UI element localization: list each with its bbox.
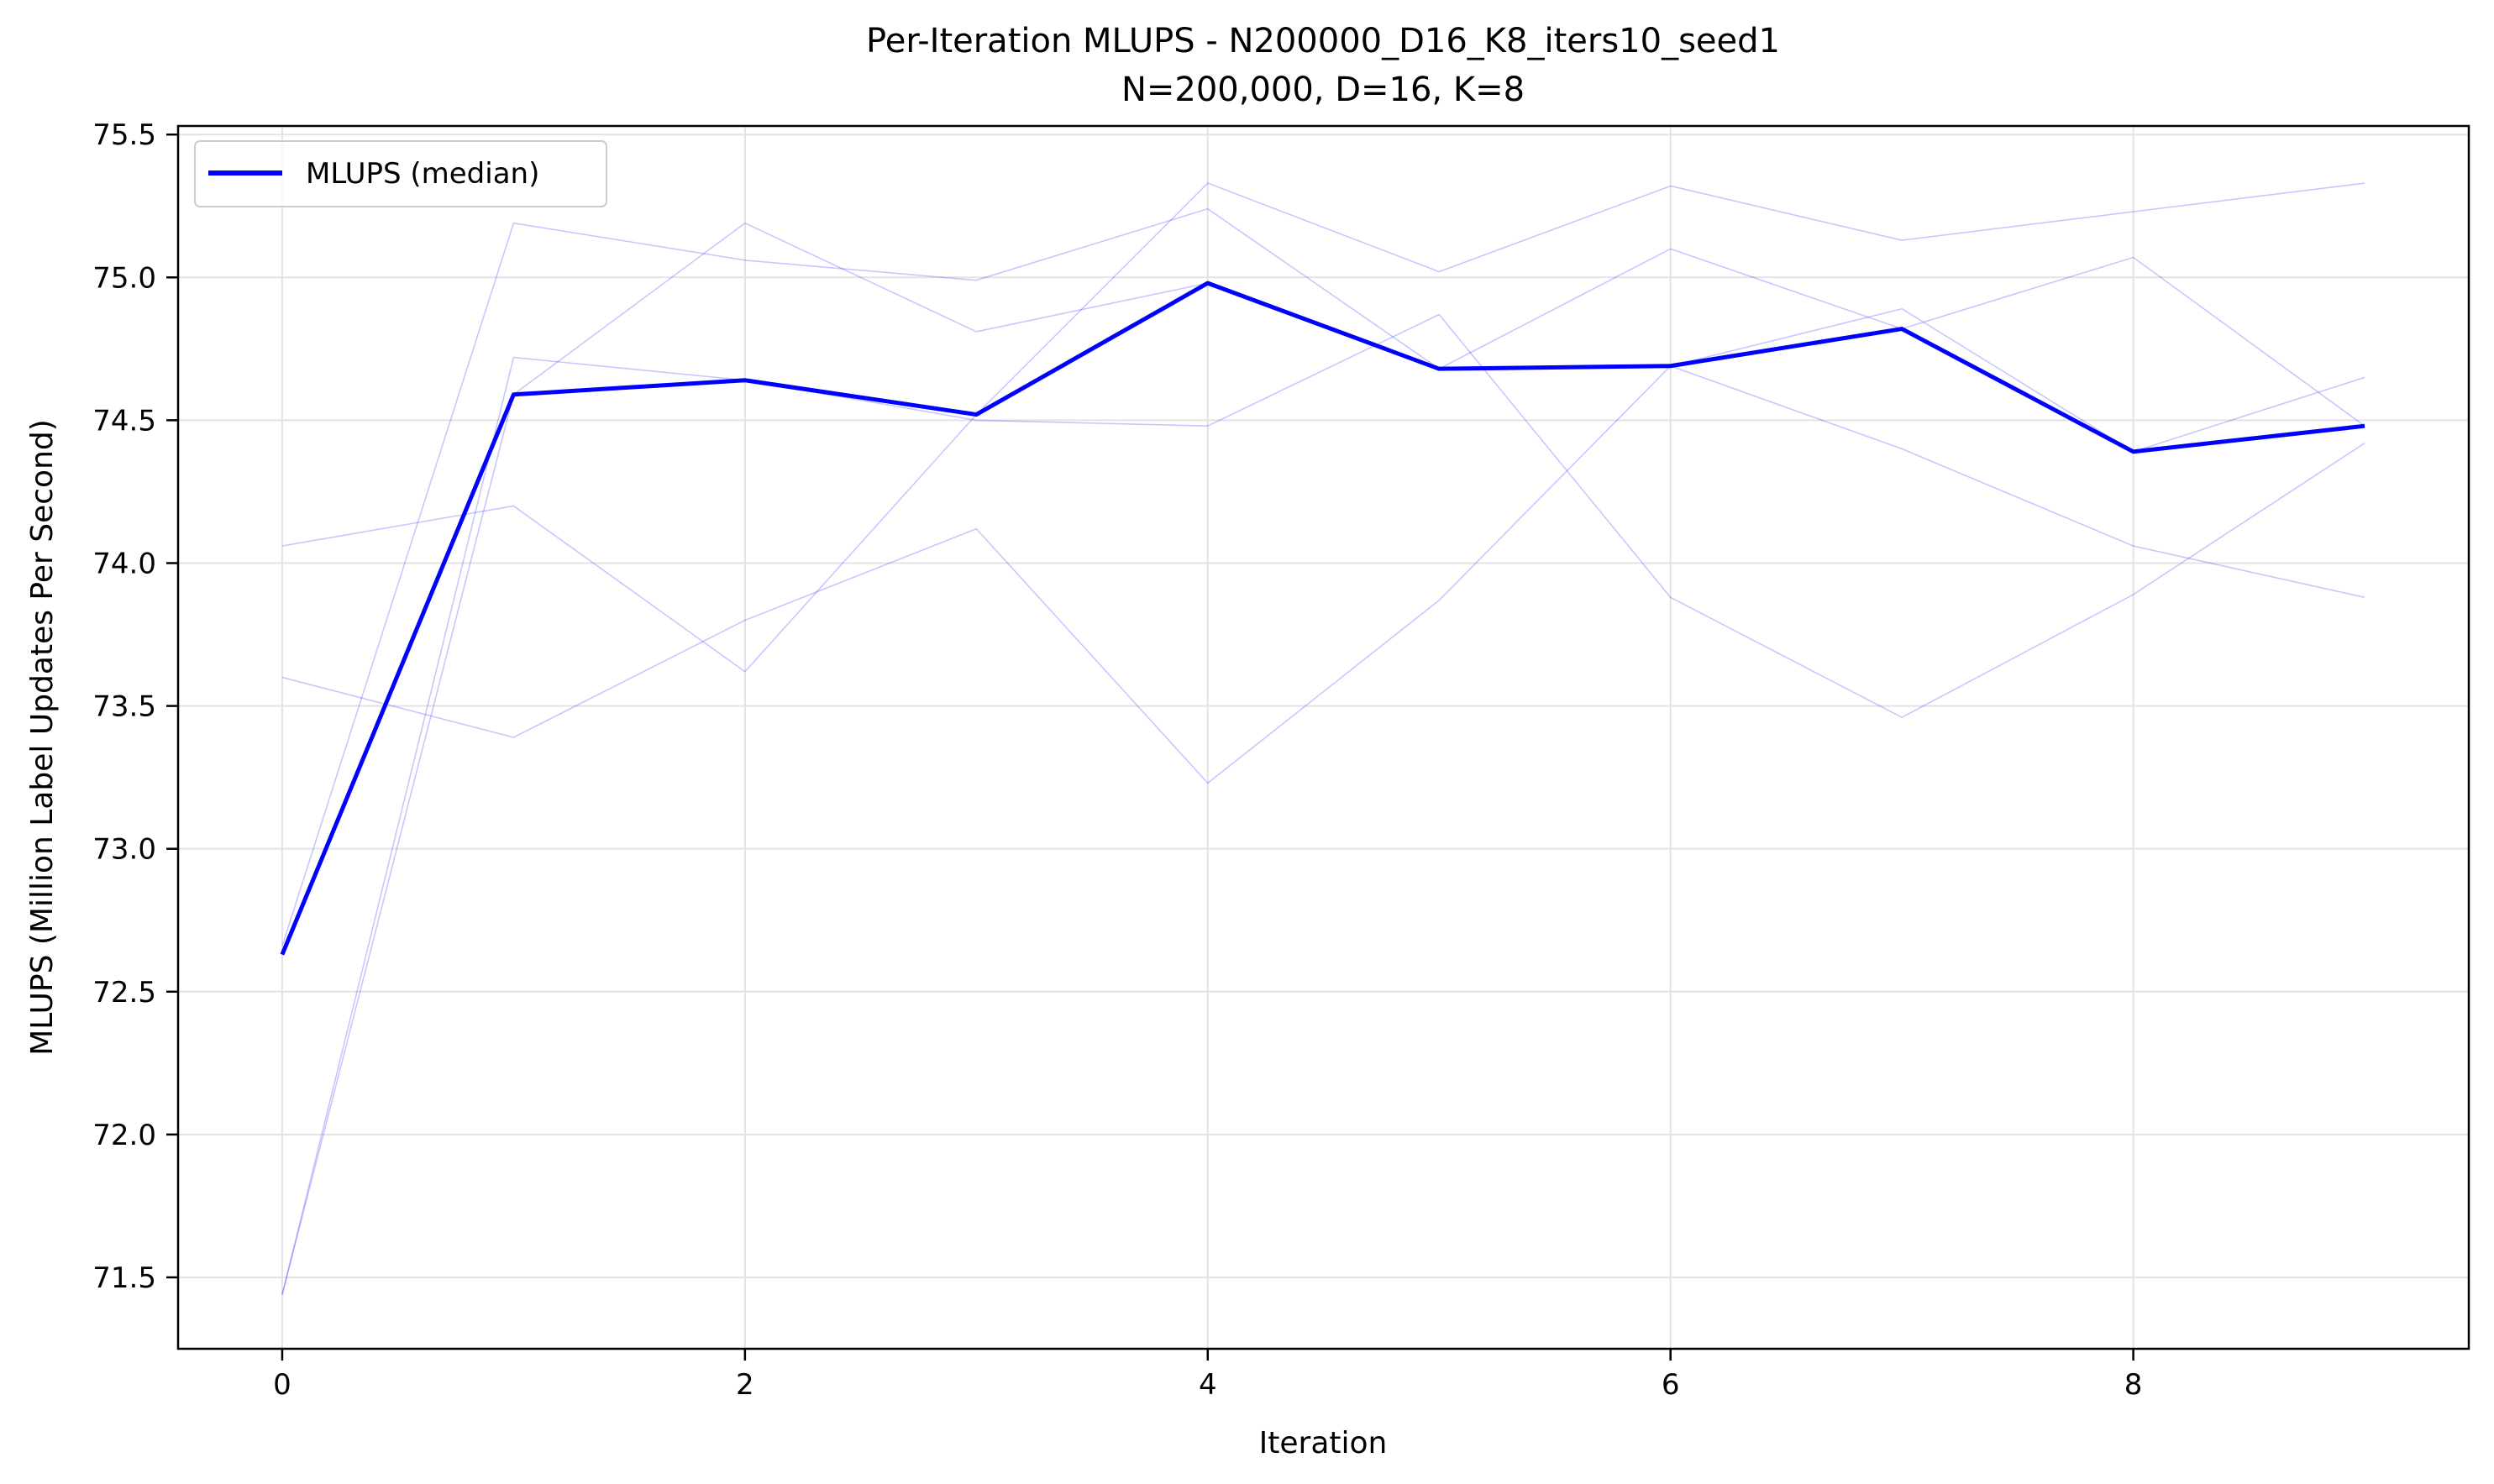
x-tick-label: 8: [2124, 1368, 2143, 1402]
y-tick-label: 73.0: [92, 833, 156, 867]
legend-box: [194, 140, 607, 207]
y-tick-label: 75.5: [92, 118, 156, 152]
y-tick-label: 71.5: [92, 1261, 156, 1295]
run-series-line: [281, 182, 2365, 673]
y-tick-label: 74.0: [92, 547, 156, 580]
median-series-line: [280, 281, 2365, 956]
y-tick-label: 75.0: [92, 261, 156, 295]
x-axis-ticks: 0 2 4 6 8: [273, 1349, 2142, 1402]
y-axis-label: MLUPS (Million Label Updates Per Second): [25, 419, 60, 1056]
y-tick-label: 73.5: [92, 690, 156, 724]
chart-title: Per-Iteration MLUPS - N200000_D16_K8_ite…: [866, 22, 1780, 60]
run-series-line: [281, 207, 2365, 947]
run-series-line: [281, 313, 2365, 1295]
y-tick-label: 72.5: [92, 976, 156, 1009]
legend-median-label: MLUPS (median): [306, 157, 539, 191]
grid-lines: [178, 126, 2469, 1349]
y-axis-ticks: 71.5 72.0 72.5 73.0 73.5 74.0 74.5 75.0 75.5: [92, 118, 178, 1295]
legend: MLUPS (median): [194, 140, 607, 207]
x-tick-label: 4: [1199, 1368, 1217, 1402]
plot-frame: [176, 124, 2470, 1350]
run-series-line: [281, 307, 2365, 784]
x-tick-label: 6: [1662, 1368, 1680, 1402]
y-tick-label: 72.0: [92, 1119, 156, 1152]
x-tick-label: 2: [736, 1368, 754, 1402]
chart-subtitle: N=200,000, D=16, K=8: [1121, 71, 1525, 109]
series-lines: [280, 182, 2365, 1295]
y-tick-label: 74.5: [92, 404, 156, 438]
x-axis-label: Iteration: [1259, 1426, 1388, 1460]
x-tick-label: 0: [273, 1368, 291, 1402]
